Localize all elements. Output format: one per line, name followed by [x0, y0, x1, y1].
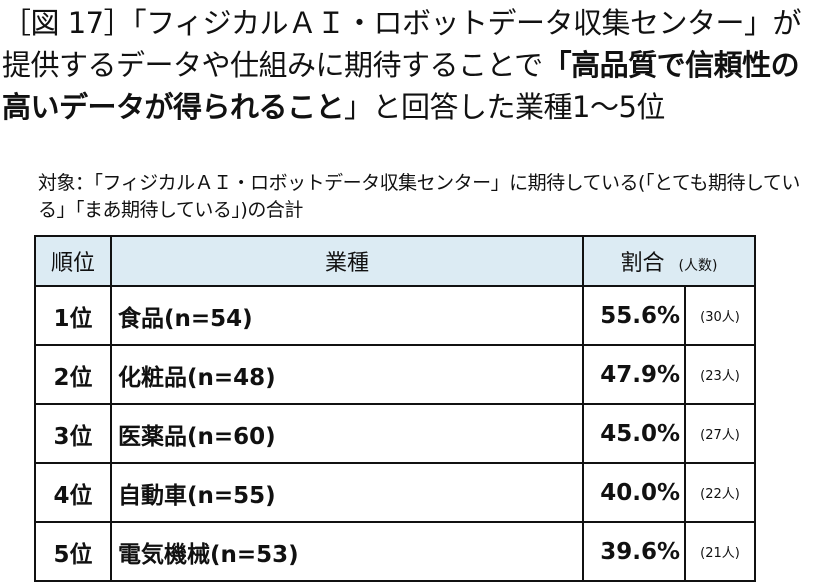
table-row: 4位 自動車(n=55) 40.0% (22人): [34, 462, 756, 523]
cell-rank: 2位: [34, 344, 112, 405]
subtitle: 対象：「フィジカルＡＩ・ロボットデータ収集センター」に期待している(「とても期待…: [38, 172, 800, 221]
cell-rank: 1位: [34, 285, 112, 346]
cell-ratio: 39.6%: [582, 521, 686, 582]
header-count-label: (人数): [678, 258, 718, 274]
table-row: 5位 電気機械(n=53) 39.6% (21人): [34, 521, 756, 582]
cell-ratio: 55.6%: [582, 285, 686, 346]
cell-ratio: 47.9%: [582, 344, 686, 405]
title-bold-text: 「高品質で信頼性の高いデータが得られること: [2, 48, 800, 124]
table-row: 2位 化粧品(n=48) 47.9% (23人): [34, 344, 756, 405]
figure-title: ［図 17］「フィジカルＡＩ・ロボットデータ収集センター」が提供するデータや仕組…: [2, 2, 817, 128]
cell-count: (23人): [684, 344, 756, 405]
title-text: ［図 17］「フィジカルＡＩ・ロボットデータ収集センター」が提供するデータや仕組…: [2, 6, 802, 82]
table-row: 1位 食品(n=54) 55.6% (30人): [34, 285, 756, 346]
cell-count: (30人): [684, 285, 756, 346]
cell-count: (27人): [684, 403, 756, 464]
header-ratio-label: 割合: [620, 251, 665, 276]
cell-industry: 食品(n=54): [110, 285, 584, 346]
cell-industry: 医薬品(n=60): [110, 403, 584, 464]
cell-industry: 自動車(n=55): [110, 462, 584, 523]
header-ratio: 割合 (人数): [582, 235, 756, 287]
cell-count: (22人): [684, 462, 756, 523]
cell-rank: 5位: [34, 521, 112, 582]
cell-industry: 電気機械(n=53): [110, 521, 584, 582]
cell-rank: 3位: [34, 403, 112, 464]
table-row: 3位 医薬品(n=60) 45.0% (27人): [34, 403, 756, 464]
header-rank: 順位: [34, 235, 112, 287]
cell-rank: 4位: [34, 462, 112, 523]
cell-industry: 化粧品(n=48): [110, 344, 584, 405]
ranking-table: 順位 業種 割合 (人数) 1位 食品(n=54) 55.6% (30人) 2位 化粧品(n…: [34, 235, 756, 582]
title-text-end: 」と回答した業種1〜5位: [344, 90, 665, 124]
cell-ratio: 40.0%: [582, 462, 686, 523]
table-header: 順位 業種 割合 (人数): [34, 235, 756, 287]
cell-ratio: 45.0%: [582, 403, 686, 464]
header-industry: 業種: [110, 235, 584, 287]
cell-count: (21人): [684, 521, 756, 582]
